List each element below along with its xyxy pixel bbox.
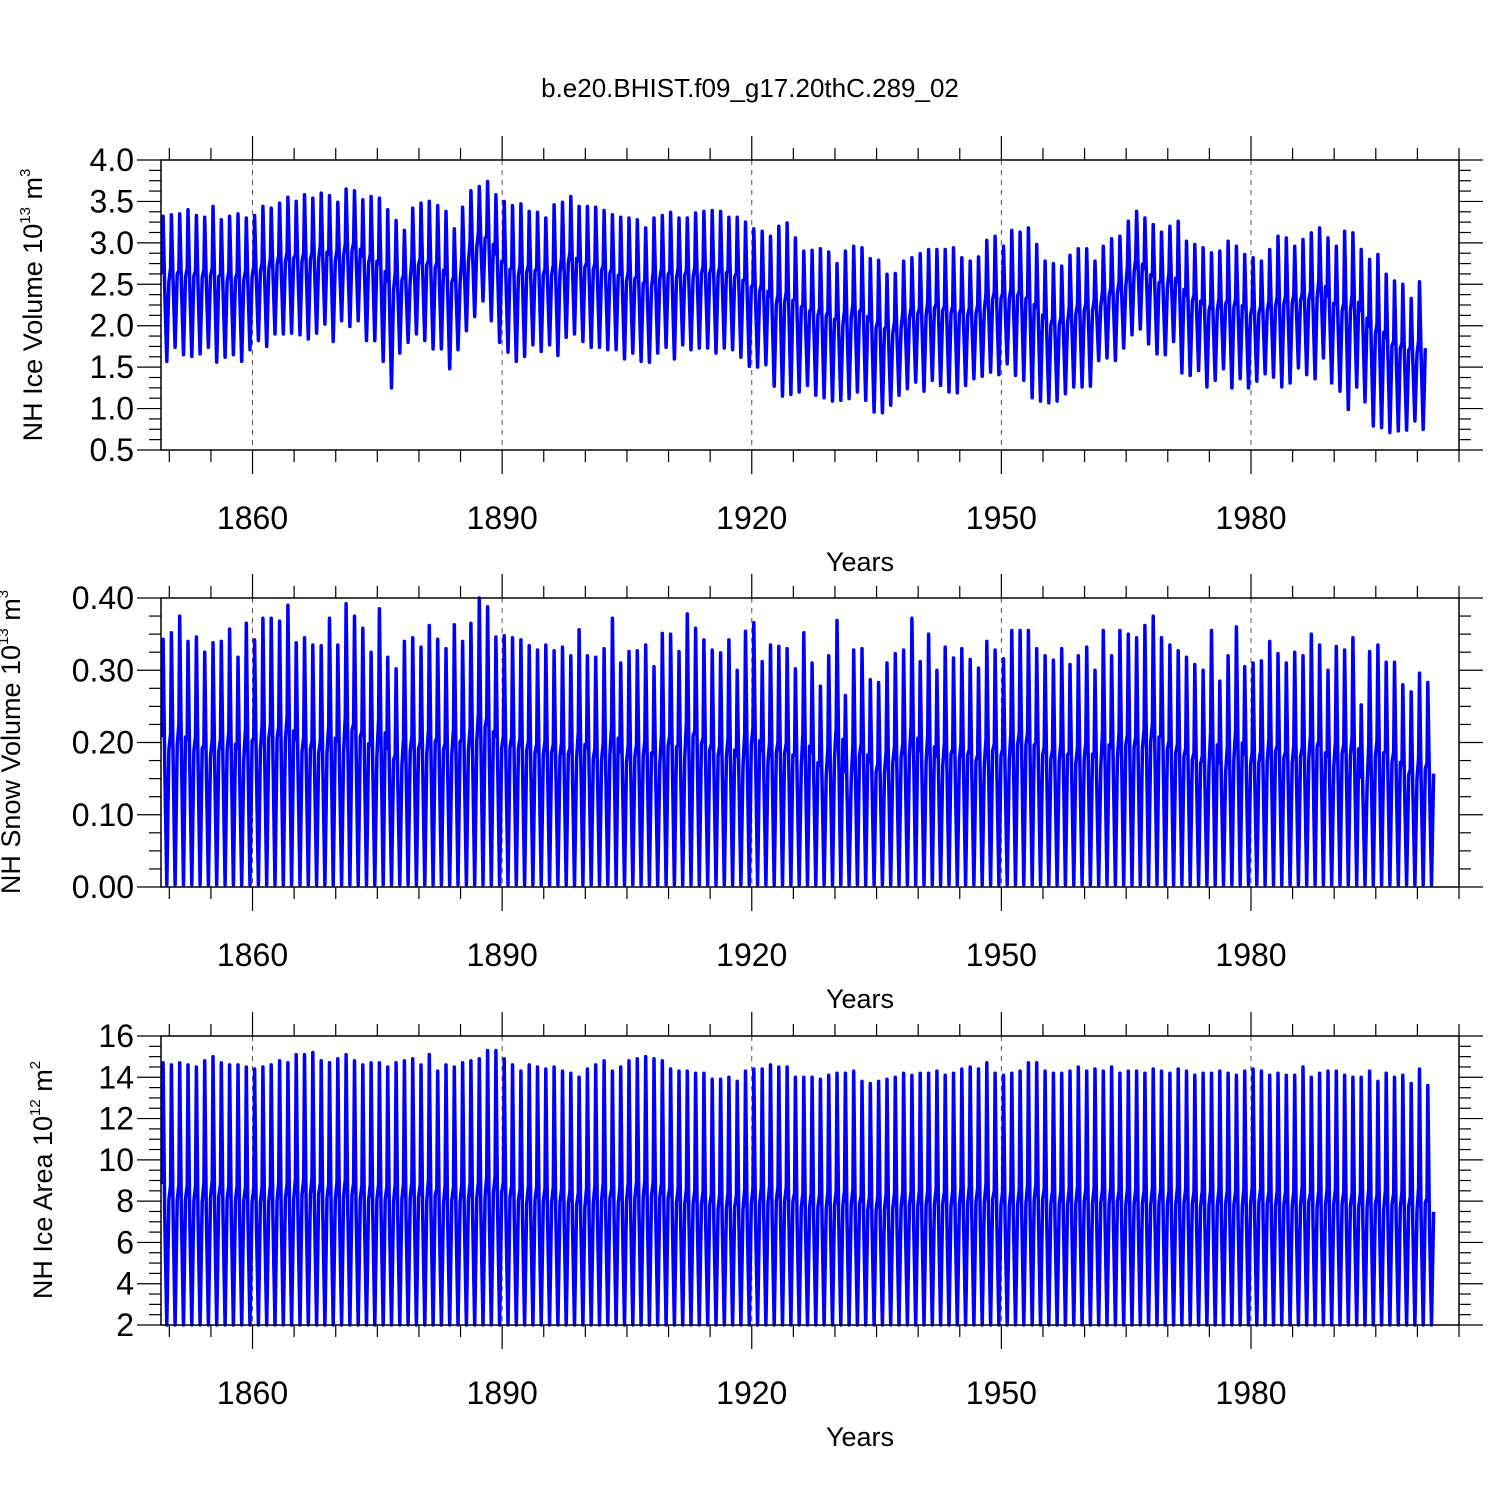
- y-axis-label-unit: m: [18, 177, 48, 207]
- series-line: [160, 179, 1428, 435]
- y-axis-label: NH Snow Volume 1013 m3: [0, 590, 26, 894]
- y-tick-label: 2.0: [90, 308, 134, 344]
- y-axis-label-unit-exponent: 3: [0, 590, 12, 598]
- y-axis-label: NH Ice Area 1012 m2: [27, 1061, 58, 1299]
- y-axis-label-prefix: NH Ice Volume 10: [18, 224, 48, 442]
- x-tick-label: 1920: [716, 500, 787, 536]
- series-line: [160, 596, 1436, 887]
- y-tick-label: 8: [116, 1183, 134, 1219]
- x-axis-label: Years: [826, 547, 894, 577]
- x-axis-label: Years: [826, 1422, 894, 1452]
- y-axis-label-prefix: NH Snow Volume 10: [0, 645, 26, 894]
- y-tick-label: 2: [116, 1307, 134, 1343]
- x-tick-label: 1890: [467, 937, 538, 973]
- y-tick-label: 14: [98, 1059, 134, 1095]
- x-tick-label: 1980: [1215, 500, 1286, 536]
- series-line: [160, 1048, 1436, 1327]
- y-tick-label: 3.5: [90, 183, 134, 219]
- figure-title: b.e20.BHIST.f09_g17.20thC.289_02: [541, 73, 959, 103]
- x-tick-label: 1980: [1215, 1375, 1286, 1411]
- y-tick-label: 12: [98, 1101, 134, 1137]
- y-tick-label: 6: [116, 1224, 134, 1260]
- y-axis-label-unit: m: [0, 598, 26, 628]
- x-tick-label: 1890: [467, 500, 538, 536]
- x-tick-label: 1920: [716, 1375, 787, 1411]
- y-tick-label: 0.00: [72, 869, 134, 905]
- y-tick-label: 0.5: [90, 432, 134, 468]
- y-axis-label-unit-exponent: 3: [17, 169, 34, 177]
- chart-panel-1: 1860 1890 1920 1950 1980 0.5 1.0 1.5 2.0 2.5 3.0 3.…: [17, 136, 1483, 577]
- x-tick-label: 1860: [217, 1375, 288, 1411]
- y-axis-label-exponent: 13: [17, 207, 34, 224]
- y-axis-label-exponent: 13: [0, 628, 12, 645]
- y-tick-label: 3.0: [90, 225, 134, 261]
- y-tick-label: 1.5: [90, 349, 134, 385]
- x-tick-label: 1980: [1215, 937, 1286, 973]
- chart-panel-2: 1860 1890 1920 1950 1980 0.00 0.10 0.20 0.30 0.40…: [0, 574, 1483, 1014]
- y-tick-label: 0.20: [72, 725, 134, 761]
- x-tick-label: 1890: [467, 1375, 538, 1411]
- y-tick-label: 2.5: [90, 266, 134, 302]
- y-axis-label-prefix: NH Ice Area 10: [28, 1116, 58, 1299]
- x-tick-label: 1860: [217, 937, 288, 973]
- x-tick-label: 1860: [217, 500, 288, 536]
- y-tick-label: 4: [116, 1266, 134, 1302]
- x-tick-label: 1920: [716, 937, 787, 973]
- y-tick-label: 1.0: [90, 391, 134, 427]
- y-tick-label: 0.30: [72, 652, 134, 688]
- x-tick-label: 1950: [966, 937, 1037, 973]
- y-tick-label: 4.0: [90, 142, 134, 178]
- chart-panel-3: 1860 1890 1920 1950 1980 2 4 6 8 10 12 14 16 Years NH …: [27, 1012, 1483, 1452]
- y-axis-label-unit-exponent: 2: [27, 1061, 44, 1069]
- y-axis-label-unit: m: [28, 1069, 58, 1099]
- x-tick-label: 1950: [966, 1375, 1037, 1411]
- y-tick-label: 16: [98, 1018, 134, 1054]
- x-axis-label: Years: [826, 984, 894, 1014]
- y-tick-label: 10: [98, 1142, 134, 1178]
- y-tick-label: 0.40: [72, 580, 134, 616]
- x-tick-label: 1950: [966, 500, 1037, 536]
- y-axis-label: NH Ice Volume 1013 m3: [17, 169, 48, 442]
- y-axis-label-exponent: 12: [27, 1099, 44, 1116]
- y-tick-label: 0.10: [72, 797, 134, 833]
